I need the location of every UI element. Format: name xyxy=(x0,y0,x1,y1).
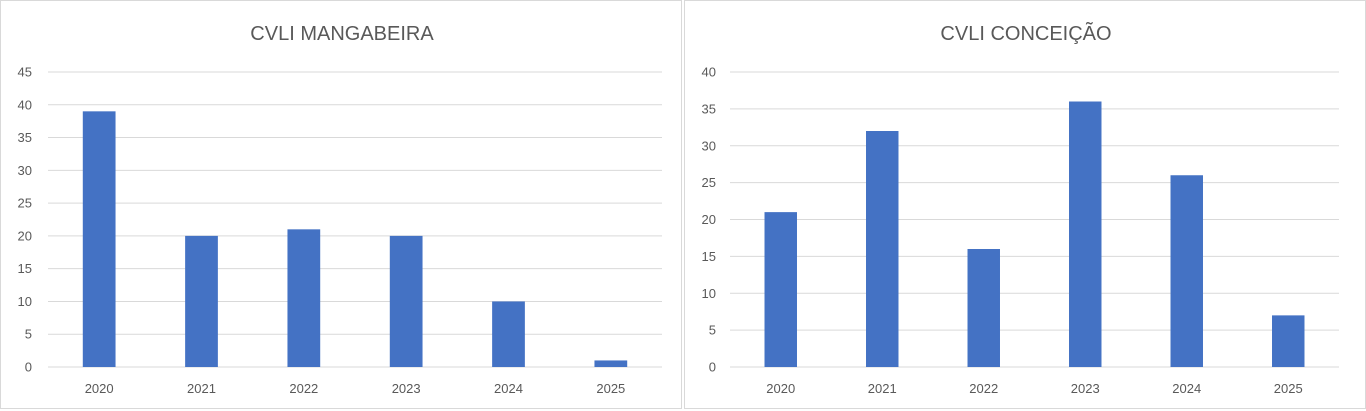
y-tick-label: 25 xyxy=(702,175,716,190)
y-tick-label: 0 xyxy=(709,360,716,375)
y-tick-label: 20 xyxy=(702,212,716,227)
chart-title: CVLI MANGABEIRA xyxy=(250,23,434,45)
y-tick-label: 30 xyxy=(18,163,32,178)
x-tick-label: 2021 xyxy=(187,381,216,396)
y-tick-label: 40 xyxy=(702,65,716,80)
y-tick-label: 25 xyxy=(18,196,32,211)
x-tick-label: 2021 xyxy=(868,381,897,396)
x-tick-label: 2022 xyxy=(969,381,998,396)
x-tick-label: 2024 xyxy=(494,381,523,396)
bar-2020 xyxy=(82,111,116,367)
y-tick-label: 15 xyxy=(702,249,716,264)
y-tick-label: 35 xyxy=(18,130,32,145)
y-tick-label: 30 xyxy=(702,138,716,153)
x-tick-label: 2022 xyxy=(289,381,318,396)
x-tick-label: 2020 xyxy=(766,381,795,396)
y-tick-label: 10 xyxy=(702,286,716,301)
x-tick-label: 2023 xyxy=(392,381,421,396)
bar-2022 xyxy=(287,229,321,367)
bar-2022 xyxy=(967,249,1000,367)
x-tick-label: 2025 xyxy=(596,381,625,396)
y-tick-label: 35 xyxy=(702,101,716,116)
bar-2025 xyxy=(594,360,628,367)
y-tick-label: 5 xyxy=(25,327,32,342)
y-tick-label: 15 xyxy=(18,261,32,276)
y-tick-label: 45 xyxy=(18,65,32,80)
x-tick-label: 2025 xyxy=(1274,381,1303,396)
y-tick-label: 0 xyxy=(25,360,32,375)
bar-2025 xyxy=(1272,315,1305,367)
bar-2021 xyxy=(866,131,899,367)
x-tick-label: 2024 xyxy=(1172,381,1201,396)
y-tick-label: 20 xyxy=(18,228,32,243)
y-tick-label: 10 xyxy=(18,294,32,309)
y-tick-label: 5 xyxy=(709,323,716,338)
bar-2020 xyxy=(764,212,797,367)
bar-2023 xyxy=(389,235,423,367)
bar-2021 xyxy=(185,235,218,367)
bar-2024 xyxy=(1170,175,1203,367)
bar-2023 xyxy=(1069,101,1102,367)
x-tick-label: 2023 xyxy=(1071,381,1100,396)
bar-2024 xyxy=(492,301,525,367)
chart-title: CVLI CONCEIÇÃO xyxy=(940,21,1111,45)
y-tick-label: 40 xyxy=(18,97,32,112)
chart-panel-mangabeira: CVLI MANGABEIRA 0 5 10 15 20 25 30 35 40 45 2020 20… xyxy=(0,0,682,409)
x-tick-label: 2020 xyxy=(85,381,114,396)
chart-panel-conceicao: CVLI CONCEIÇÃO 0 5 10 15 20 25 30 35 40 2020 2021 2… xyxy=(684,0,1366,409)
